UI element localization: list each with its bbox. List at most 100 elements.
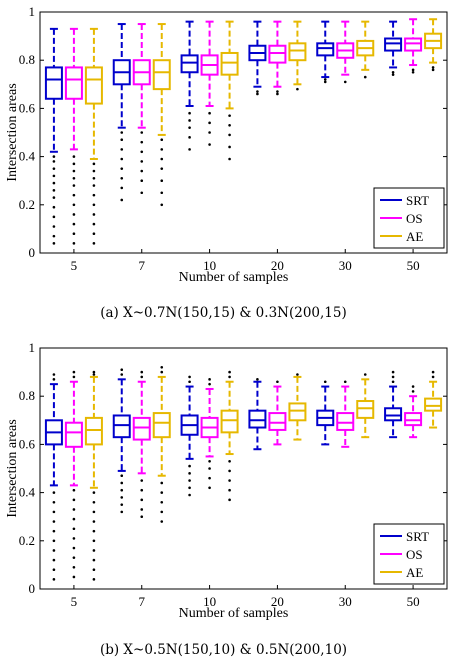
outlier-point: [228, 123, 231, 127]
y-tick-label: 0.4: [19, 149, 36, 164]
outlier-point: [52, 155, 56, 158]
outlier-point: [52, 205, 56, 209]
y-tick-label: 0.4: [19, 485, 36, 500]
outlier-point: [120, 481, 124, 485]
outlier-point: [208, 131, 211, 134]
box-ae-50: [424, 18, 443, 72]
y-tick-label: 1: [29, 4, 36, 19]
box-os-30: [336, 20, 355, 84]
outlier-point: [72, 370, 76, 374]
outlier-point: [188, 472, 191, 475]
outlier-point: [228, 133, 231, 137]
box-os-50: [404, 18, 423, 74]
outlier-point: [72, 155, 76, 158]
outlier-point: [52, 160, 56, 163]
box-ae-30: [356, 20, 375, 79]
box-ae-50: [424, 370, 443, 429]
box-srt-20: [248, 20, 267, 96]
outlier-point: [120, 368, 124, 371]
outlier-point: [188, 136, 191, 139]
figure-caption: (b) X~0.5N(150,10) & 0.5N(200,10): [100, 642, 347, 658]
outlier-point: [228, 459, 231, 463]
outlier-point: [323, 380, 327, 384]
box-srt-50: [384, 20, 403, 76]
outlier-point: [208, 378, 211, 381]
outlier-point: [188, 380, 191, 384]
box-ae-10: [220, 370, 239, 502]
outlier-point: [120, 176, 124, 180]
iqr-box: [288, 42, 307, 62]
outlier-point: [92, 500, 96, 504]
outlier-point: [208, 467, 211, 470]
iqr-box: [112, 414, 131, 439]
outlier-point: [72, 488, 76, 492]
outlier-point: [72, 375, 76, 379]
outlier-point: [160, 500, 164, 504]
outlier-point: [120, 157, 124, 161]
outlier-point: [391, 73, 395, 76]
outlier-point: [92, 176, 96, 180]
legend: SRT OS AE: [373, 523, 445, 585]
series-os: [64, 370, 423, 579]
x-tick-label: 20: [271, 258, 284, 273]
outlier-point: [228, 488, 231, 492]
box-srt-7: [112, 23, 131, 202]
outlier-point: [52, 242, 56, 245]
box-os-30: [336, 380, 355, 448]
iqr-box: [288, 402, 307, 422]
outlier-point: [431, 68, 435, 72]
outlier-point: [120, 138, 124, 142]
series-os: [64, 18, 423, 245]
outlier-point: [188, 464, 191, 468]
outlier-point: [72, 176, 76, 180]
outlier-point: [208, 121, 211, 125]
outlier-point: [296, 373, 299, 376]
outlier-point: [208, 111, 211, 115]
x-tick-label: 20: [271, 594, 284, 609]
outlier-point: [52, 234, 56, 238]
plot-frame: [39, 11, 448, 254]
outlier-point: [52, 558, 56, 562]
iqr-box: [268, 44, 287, 64]
legend-label-os: OS: [406, 211, 423, 226]
x-tick-label: 30: [339, 594, 352, 609]
outlier-point: [140, 131, 144, 134]
outlier-point: [276, 90, 279, 93]
outlier-point: [92, 162, 96, 166]
y-axis-label: Intersection areas: [5, 419, 20, 517]
outlier-point: [160, 203, 164, 207]
box-srt-10: [180, 20, 199, 151]
iqr-box: [384, 407, 403, 422]
outlier-point: [140, 375, 144, 379]
x-tick-label: 5: [71, 258, 78, 273]
outlier-point: [52, 539, 56, 543]
outlier-point: [228, 469, 231, 473]
y-tick-label: 0.2: [19, 197, 35, 212]
box-ae-5: [84, 370, 103, 581]
outlier-point: [160, 148, 164, 151]
outlier-point: [208, 459, 211, 463]
outlier-point: [72, 184, 76, 187]
x-tick-label: 50: [407, 594, 420, 609]
outlier-point: [92, 568, 96, 572]
legend-label-ae: AE: [406, 229, 423, 244]
outlier-point: [120, 148, 124, 151]
outlier-point: [276, 380, 279, 384]
outlier-point: [411, 390, 415, 393]
outlier-point: [160, 167, 164, 170]
box-srt-10: [180, 375, 199, 497]
outlier-point: [208, 143, 211, 146]
outlier-point: [72, 162, 76, 166]
outlier-point: [343, 380, 347, 384]
iqr-box: [220, 409, 239, 434]
iqr-box: [152, 59, 171, 91]
box-srt-50: [384, 370, 403, 439]
outlier-point: [140, 160, 144, 163]
outlier-point: [120, 373, 124, 376]
outlier-point: [140, 370, 144, 374]
outlier-point: [228, 479, 231, 482]
outlier-point: [391, 380, 395, 384]
outlier-point: [72, 517, 76, 521]
outlier-point: [228, 114, 231, 117]
outlier-point: [72, 193, 76, 197]
